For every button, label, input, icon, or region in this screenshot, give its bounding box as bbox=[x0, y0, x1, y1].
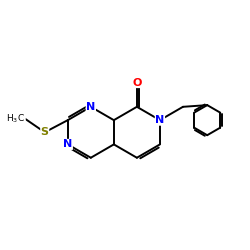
Text: N: N bbox=[155, 115, 164, 125]
Text: H$_3$C: H$_3$C bbox=[6, 113, 25, 125]
Text: N: N bbox=[86, 102, 96, 112]
Text: S: S bbox=[41, 127, 49, 137]
Text: N: N bbox=[63, 140, 72, 149]
Text: O: O bbox=[132, 78, 141, 88]
